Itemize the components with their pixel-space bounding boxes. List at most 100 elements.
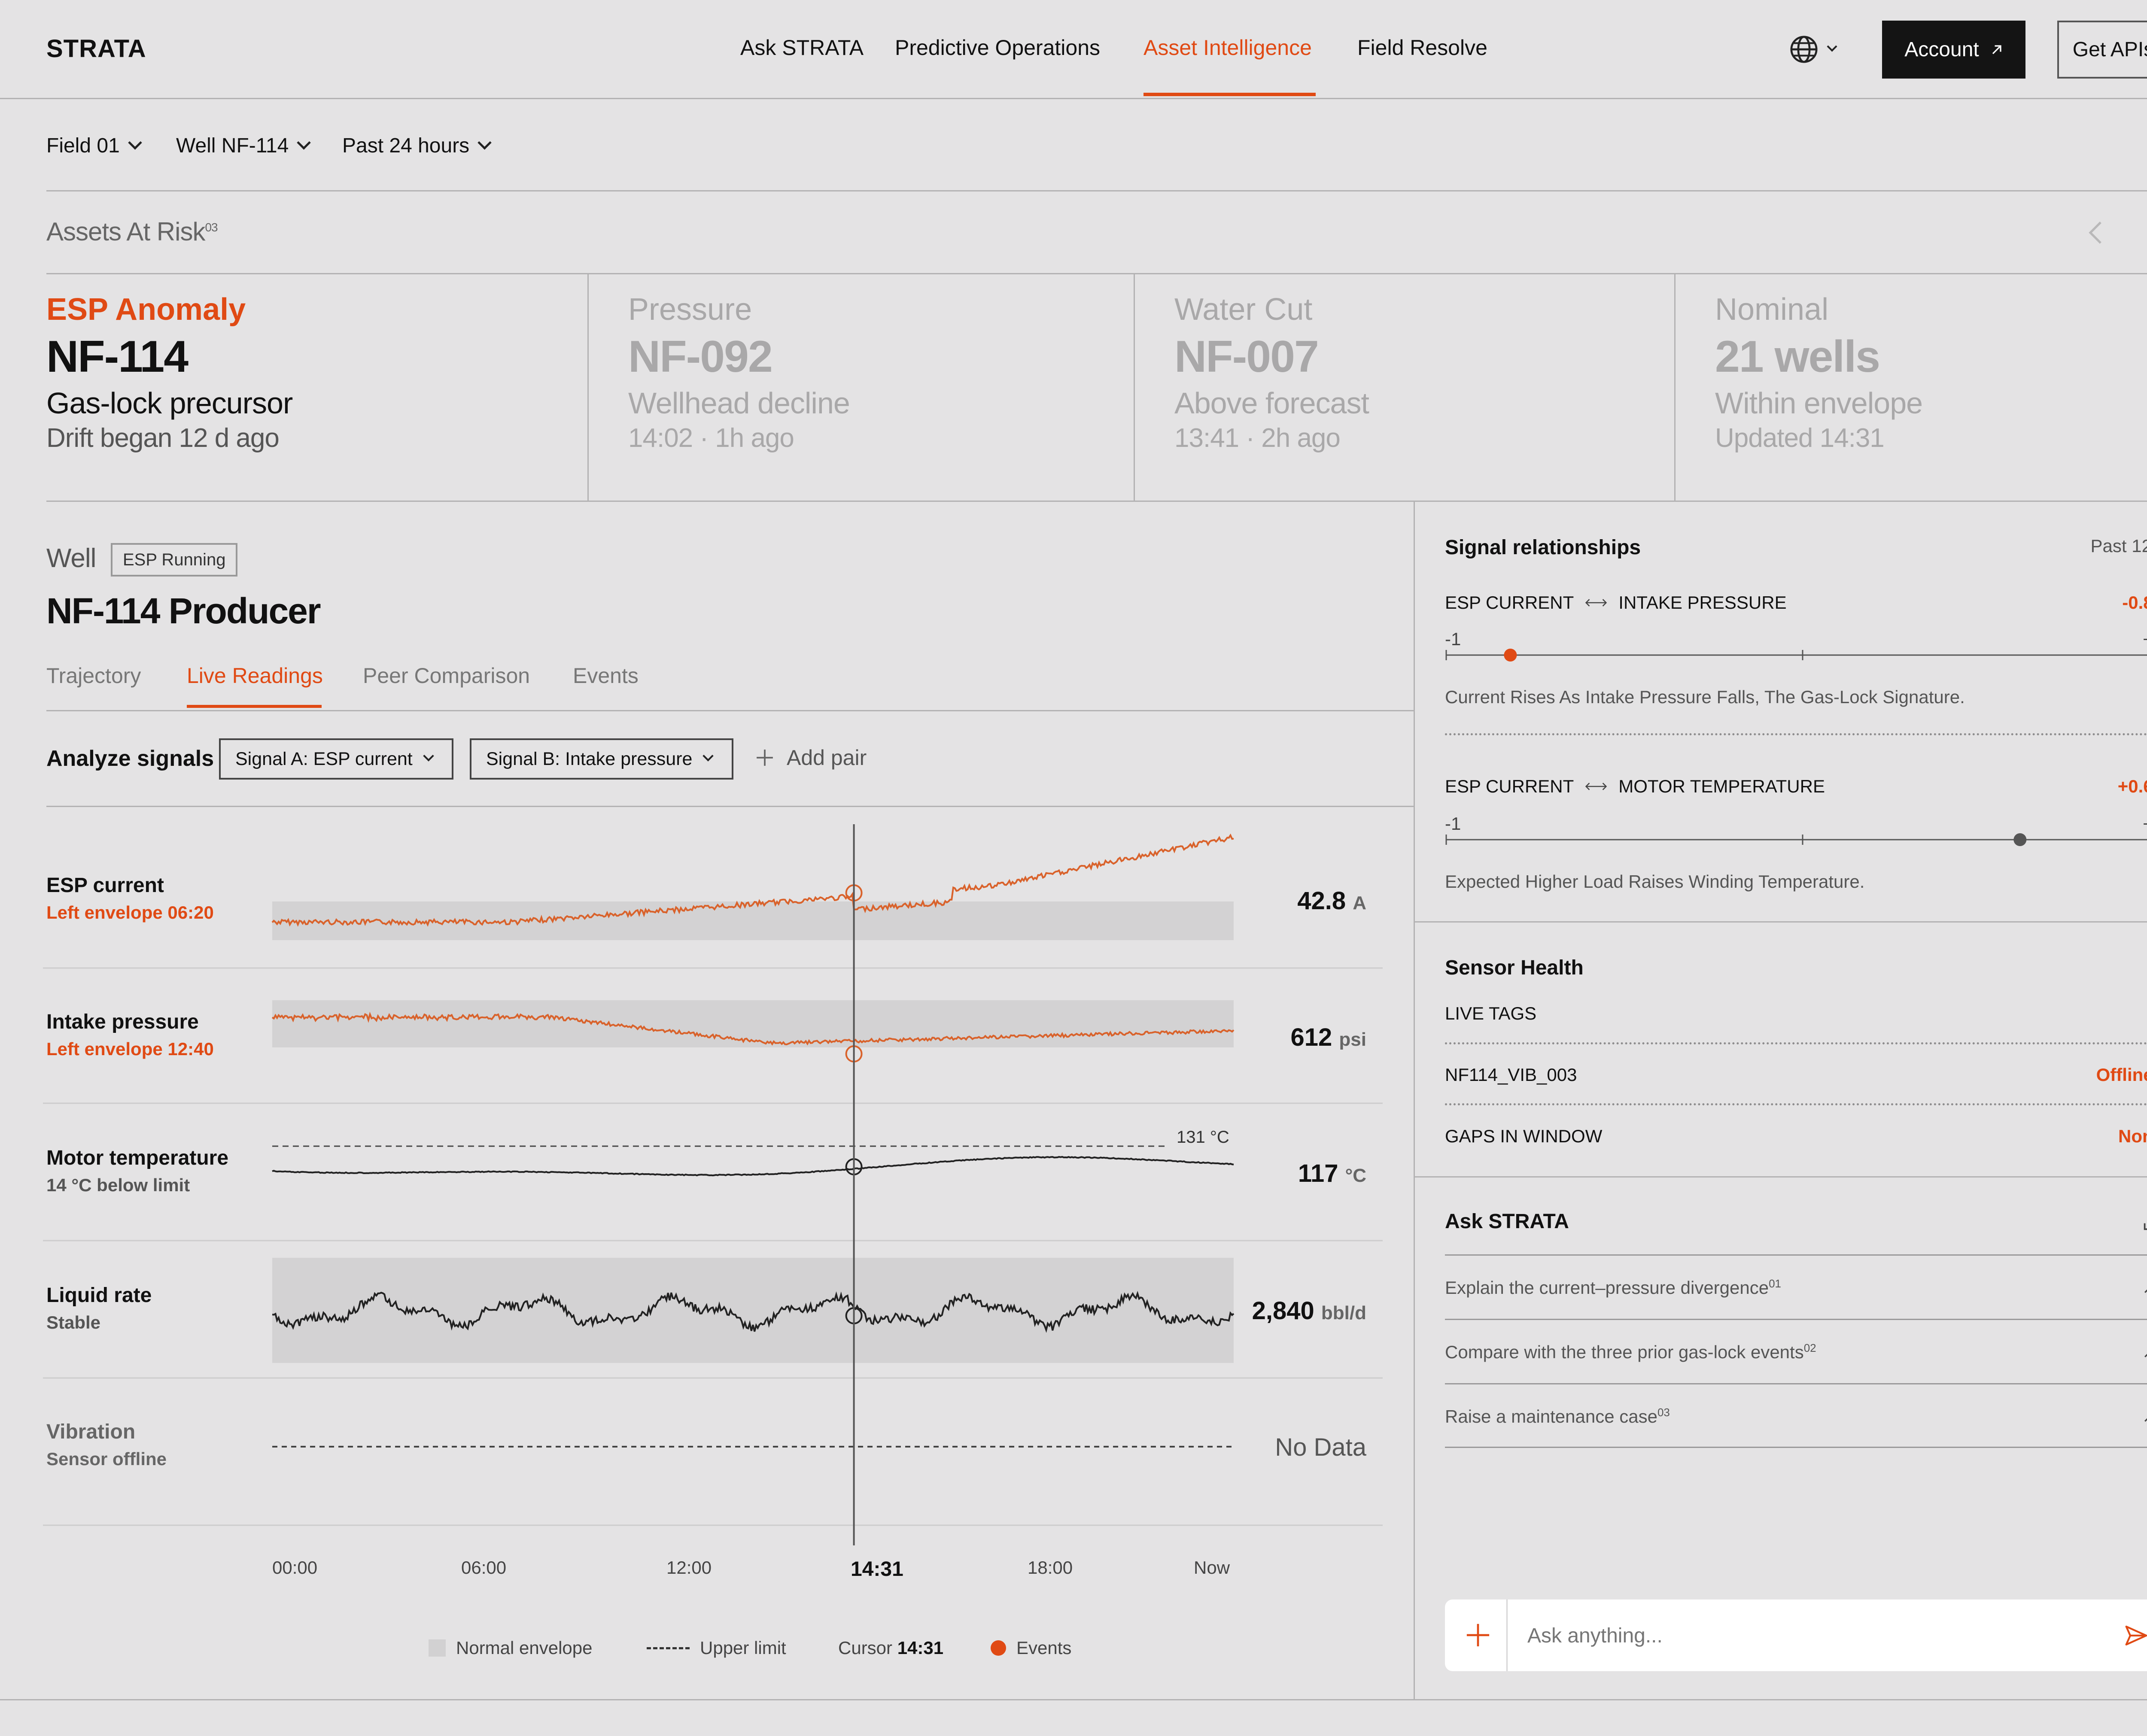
- signal-row-vibration[interactable]: Vibration Sensor offline: [46, 1420, 167, 1469]
- filters-divider: [46, 190, 2147, 191]
- card-meta: Drift began 12 d ago: [46, 423, 280, 453]
- value-unit: °C: [1345, 1165, 1366, 1186]
- signal-status: Stable: [46, 1312, 101, 1332]
- x-tick-label-cursor: 14:31: [851, 1558, 903, 1581]
- tabs-divider: [46, 710, 1414, 711]
- well-name: NF-114 Producer: [46, 591, 321, 631]
- expand-icon[interactable]: [2143, 1211, 2147, 1231]
- card-meta: 13:41 · 2h ago: [1174, 423, 1341, 453]
- value-number: 612: [1290, 1023, 1332, 1051]
- value-number: 117: [1298, 1159, 1338, 1187]
- legend-events-dot: [991, 1640, 1006, 1656]
- get-apis-button[interactable]: Get APIs: [2057, 21, 2147, 79]
- card-meta: Updated 14:31: [1715, 423, 1885, 453]
- tab-events[interactable]: Events: [573, 664, 639, 688]
- x-tick-label: Now: [1194, 1557, 1230, 1578]
- legend-cursor-label: Cursor: [838, 1638, 893, 1658]
- well-label: Well: [46, 543, 96, 573]
- tab-trajectory[interactable]: Trajectory: [46, 664, 141, 688]
- app-logo[interactable]: STRATA: [46, 35, 146, 63]
- asset-card-nominal[interactable]: Nominal 21 wells Within envelope Updated…: [1715, 292, 2147, 453]
- asset-card-esp-anomaly[interactable]: ESP Anomaly NF-114 Gas-lock precursor Dr…: [46, 292, 575, 453]
- field-filter[interactable]: Field 01: [46, 134, 142, 158]
- sensor-row-value: None: [2118, 1126, 2147, 1146]
- time-range-filter[interactable]: Past 24 hours: [342, 134, 492, 158]
- sensor-health-title: Sensor Health: [1445, 956, 1584, 979]
- card-divider: [1134, 273, 1135, 501]
- signal-line: [271, 1011, 1235, 1046]
- tab-active-indicator: [187, 705, 322, 708]
- scale-min-label: -1: [1445, 629, 1461, 649]
- legend-upper-limit: Upper limit: [647, 1638, 786, 1658]
- nav-asset-intelligence[interactable]: Asset Intelligence: [1143, 36, 1312, 60]
- signal-row-motor-temperature[interactable]: Motor temperature 14 °C below limit: [46, 1146, 228, 1196]
- chevron-left-icon[interactable]: [2087, 221, 2104, 245]
- assets-at-risk-label: Assets At Risk: [46, 217, 205, 246]
- card-title: NF-092: [628, 332, 773, 382]
- language-selector[interactable]: [1789, 34, 1837, 64]
- plus-icon[interactable]: [1466, 1623, 1490, 1648]
- signal-status: Sensor offline: [46, 1449, 167, 1469]
- correlation-value: -0.82: [2122, 592, 2147, 613]
- chat-input[interactable]: [1527, 1616, 2104, 1655]
- prompt-number: 01: [1769, 1277, 1782, 1290]
- sensor-row-label: NF114_VIB_003: [1445, 1065, 1577, 1085]
- signal-line: [271, 833, 1234, 927]
- scale-min-label: -1: [1445, 813, 1461, 834]
- prompt-compare-events[interactable]: Compare with the three prior gas-lock ev…: [1445, 1341, 1816, 1363]
- signal-a-select[interactable]: Signal A: ESP current: [219, 738, 453, 780]
- pair-esp-motor-temp[interactable]: ESP CURRENT MOTOR TEMPERATURE: [1445, 776, 1825, 797]
- arrow-up-right-icon[interactable]: [2142, 1280, 2147, 1296]
- pair-note: Current Rises As Intake Pressure Falls, …: [1445, 687, 1965, 707]
- signal-row-liquid-rate[interactable]: Liquid rate Stable: [46, 1284, 152, 1333]
- sensor-row-value: Offlines: [2096, 1065, 2147, 1085]
- signal-status: Left envelope 06:20: [46, 902, 214, 923]
- section-divider: [1414, 1176, 2147, 1178]
- prompt-explain-divergence[interactable]: Explain the current–pressure divergence0…: [1445, 1277, 1781, 1298]
- correlation-value: +0.61: [2117, 776, 2147, 796]
- prompt-text: Compare with the three prior gas-lock ev…: [1445, 1342, 1804, 1362]
- signal-value-liquid-rate: 2,840 bbl/d: [1252, 1296, 1366, 1325]
- nav-predictive-operations[interactable]: Predictive Operations: [895, 36, 1101, 60]
- legend-envelope: Normal envelope: [429, 1638, 593, 1658]
- signal-row-esp-current[interactable]: ESP current Left envelope 06:20: [46, 874, 214, 923]
- signal-name: ESP current: [46, 874, 164, 897]
- field-filter-label: Field 01: [46, 134, 120, 157]
- nav-ask-strata[interactable]: Ask STRATA: [740, 36, 864, 60]
- chevron-down-icon: [297, 136, 311, 150]
- chevron-down-icon: [477, 136, 492, 150]
- card-title: NF-007: [1174, 332, 1319, 382]
- tab-peer-comparison[interactable]: Peer Comparison: [363, 664, 530, 688]
- prompt-raise-case[interactable]: Raise a maintenance case03: [1445, 1406, 1670, 1427]
- asset-card-pressure[interactable]: Pressure NF-092 Wellhead decline 14:02 ·…: [628, 292, 1122, 453]
- time-range-label: Past 24 hours: [342, 134, 470, 157]
- correlation-marker: [1504, 649, 1517, 662]
- signal-b-select[interactable]: Signal B: Intake pressure: [470, 738, 733, 780]
- pair-note: Expected Higher Load Raises Winding Temp…: [1445, 871, 1865, 892]
- pair-esp-intake[interactable]: ESP CURRENT INTAKE PRESSURE: [1445, 592, 1787, 613]
- account-button[interactable]: Account: [1882, 21, 2025, 79]
- tab-live-readings[interactable]: Live Readings: [187, 664, 323, 688]
- card-kicker: Nominal: [1715, 292, 1829, 327]
- well-filter[interactable]: Well NF-114: [176, 134, 311, 158]
- send-icon[interactable]: [2124, 1624, 2147, 1647]
- signal-name: Liquid rate: [46, 1284, 152, 1307]
- sensor-row-label: LIVE TAGS: [1445, 1003, 1537, 1023]
- cards-bottom-divider: [46, 501, 2147, 502]
- arrow-up-right-icon[interactable]: [2142, 1409, 2147, 1424]
- signal-line: [272, 1156, 1234, 1177]
- add-pair-label: Add pair: [787, 746, 867, 770]
- card-subtitle: Wellhead decline: [628, 386, 850, 420]
- card-subtitle: Within envelope: [1715, 386, 1923, 420]
- legend-events: Events: [991, 1638, 1071, 1658]
- prompt-divider: [1445, 1447, 2147, 1448]
- live-readings-chart[interactable]: [0, 807, 1413, 1605]
- add-pair-button[interactable]: Add pair: [756, 745, 867, 770]
- x-tick-label: 18:00: [1028, 1557, 1073, 1578]
- arrow-up-right-icon[interactable]: [2142, 1344, 2147, 1360]
- scale-max-label: +1: [2143, 629, 2147, 649]
- asset-card-water-cut[interactable]: Water Cut NF-007 Above forecast 13:41 · …: [1174, 292, 1664, 453]
- nav-field-resolve[interactable]: Field Resolve: [1357, 36, 1487, 60]
- signal-row-intake-pressure[interactable]: Intake pressure Left envelope 12:40: [46, 1010, 214, 1059]
- x-tick-label: 12:00: [666, 1557, 712, 1578]
